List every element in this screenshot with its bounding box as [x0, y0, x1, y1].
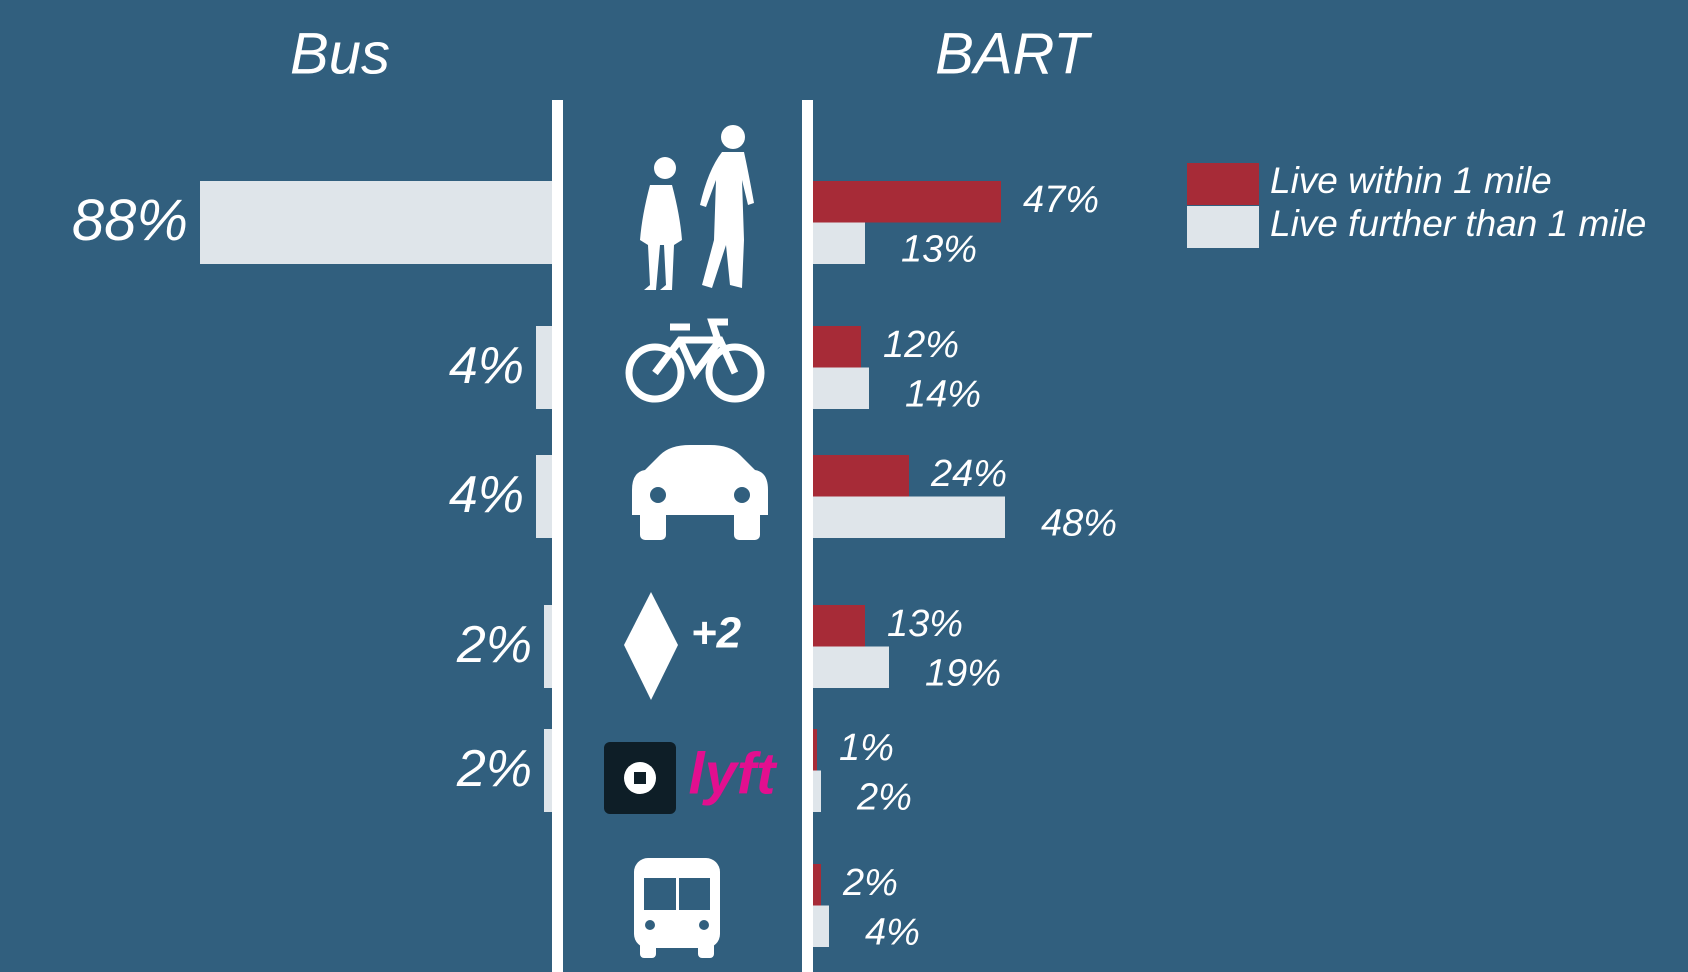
value-label: 2%	[456, 740, 532, 798]
bar	[813, 223, 865, 265]
bar	[813, 729, 817, 771]
bar	[813, 368, 869, 410]
legend-label: Live further than 1 mile	[1270, 203, 1646, 244]
value-label: 4%	[449, 466, 524, 524]
bar	[536, 455, 552, 538]
bar	[813, 605, 865, 647]
right-title: BART	[935, 21, 1092, 86]
value-label: 19%	[925, 652, 1001, 694]
svg-text:+2: +2	[691, 609, 742, 658]
value-label: 4%	[865, 911, 920, 953]
chart: Bus BART +2 lyft 88%4%4%2%2%4	[0, 0, 1688, 972]
icon-bus	[634, 858, 720, 958]
value-label: 1%	[839, 727, 894, 769]
value-label: 2%	[856, 776, 912, 818]
bar	[544, 729, 552, 812]
divider	[552, 100, 563, 972]
value-label: 13%	[901, 228, 977, 270]
divider	[802, 100, 813, 972]
bar	[813, 647, 889, 689]
bar	[813, 906, 829, 948]
value-label: 47%	[1023, 179, 1099, 221]
value-label: 14%	[905, 373, 981, 415]
bar	[813, 771, 821, 813]
page: Bus BART +2 lyft 88%4%4%2%2%4	[0, 0, 1688, 972]
value-label: 88%	[72, 188, 188, 253]
value-label: 2%	[842, 862, 898, 904]
bar	[813, 181, 1001, 223]
value-label: 24%	[930, 453, 1007, 495]
bar	[813, 326, 861, 368]
bar	[544, 605, 552, 688]
value-label: 13%	[887, 603, 963, 645]
value-label: 4%	[449, 337, 524, 395]
legend-swatch	[1187, 163, 1259, 205]
icon-rideshare: lyft	[604, 741, 778, 814]
bar	[813, 864, 821, 906]
left-title: Bus	[290, 21, 390, 86]
legend-label: Live within 1 mile	[1270, 160, 1552, 201]
value-label: 12%	[883, 324, 959, 366]
bar	[200, 181, 552, 264]
svg-text:lyft: lyft	[689, 741, 779, 806]
value-label: 2%	[456, 616, 532, 674]
value-label: 48%	[1041, 502, 1117, 544]
legend-swatch	[1187, 206, 1259, 248]
bar	[813, 497, 1005, 539]
bar	[536, 326, 552, 409]
bar	[813, 455, 909, 497]
